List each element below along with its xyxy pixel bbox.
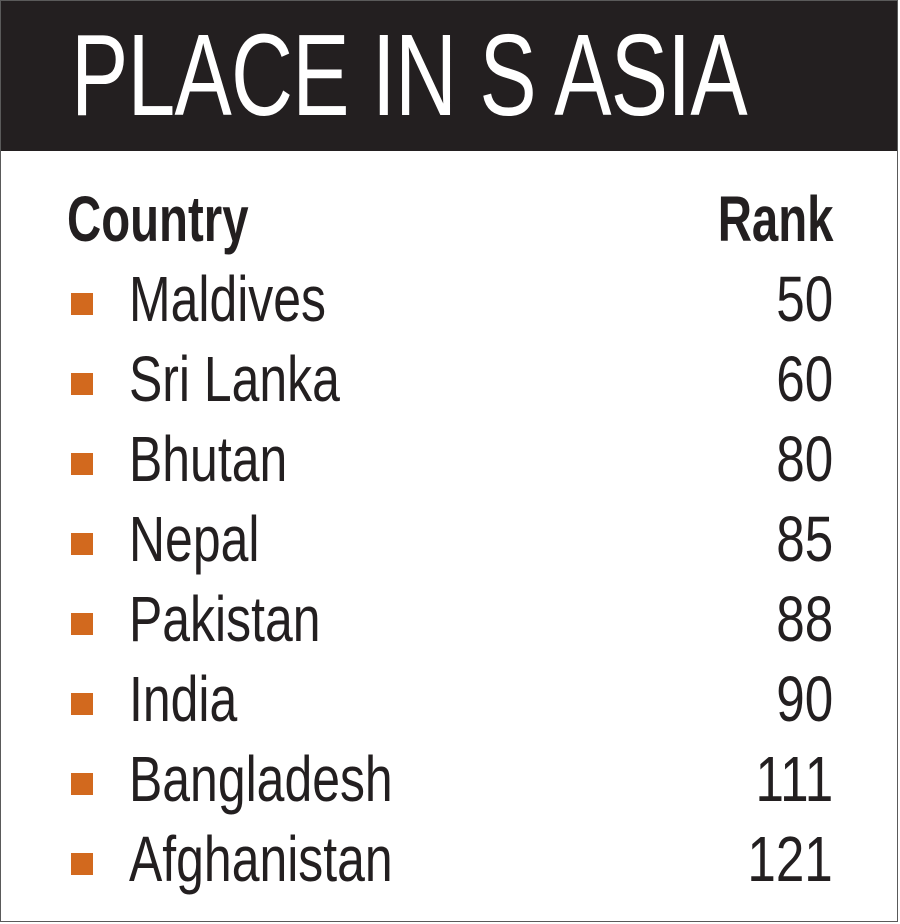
bullet-square-icon [71,693,93,715]
country-label: Sri Lanka [129,343,340,415]
rank-value: 88 [776,583,833,655]
rank-value: 90 [776,663,833,735]
rank-value: 80 [776,423,833,495]
table-row: Afghanistan 121 [1,819,897,899]
table-row: Sri Lanka 60 [1,339,897,419]
bullet-square-icon [71,373,93,395]
bullet-square-icon [71,293,93,315]
rank-value: 85 [776,503,833,575]
bullet-square-icon [71,773,93,795]
table-body: Maldives 50 Sri Lanka 60 Bhutan 80 Nepal 85 Paki… [1,259,897,899]
bullet-square-icon [71,533,93,555]
title-bar: PLACE IN S ASIA [1,1,897,151]
country-label: Bhutan [129,423,288,495]
chart-title: PLACE IN S ASIA [71,10,748,140]
table-row: Maldives 50 [1,259,897,339]
table-row: Nepal 85 [1,499,897,579]
table-row: Bhutan 80 [1,419,897,499]
column-header-country: Country [67,183,249,255]
country-label: Maldives [129,263,326,335]
bullet-square-icon [71,453,93,475]
column-header-rank: Rank [717,183,833,255]
country-label: Pakistan [129,583,321,655]
bullet-square-icon [71,613,93,635]
rank-value: 60 [776,343,833,415]
country-label: Afghanistan [129,823,393,895]
rank-value: 50 [776,263,833,335]
rank-value: 111 [755,743,833,815]
bullet-square-icon [71,853,93,875]
table-row: India 90 [1,659,897,739]
table-row: Bangladesh 111 [1,739,897,819]
table-row: Pakistan 88 [1,579,897,659]
rank-value: 121 [747,823,833,895]
table-header: Country Rank [1,179,897,259]
country-label: Nepal [129,503,260,575]
country-label: India [129,663,238,735]
country-label: Bangladesh [129,743,393,815]
